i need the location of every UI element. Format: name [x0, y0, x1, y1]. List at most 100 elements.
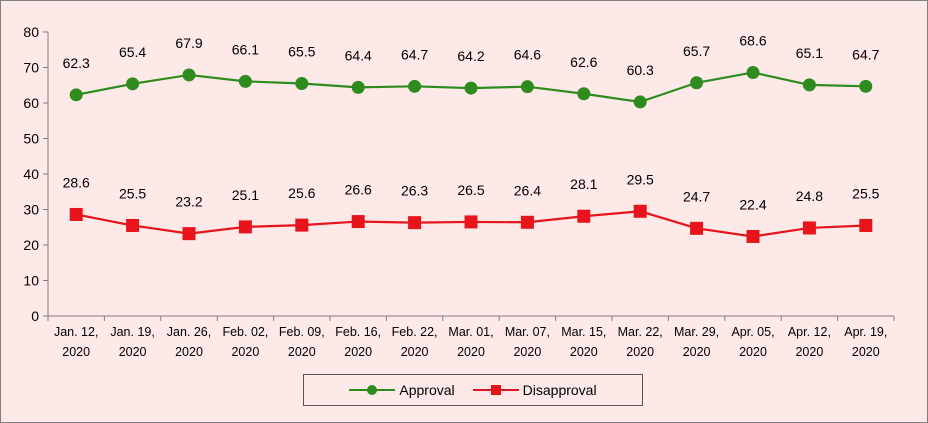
data-point-disapproval: [408, 216, 422, 230]
legend-marker-approval: [349, 385, 396, 395]
data-label-disapproval: 24.7: [683, 188, 710, 204]
data-label-disapproval: 23.2: [175, 194, 202, 210]
y-tick-label: 10: [23, 273, 39, 289]
x-tick-label: Apr. 05,: [731, 325, 774, 339]
x-tick-label-year: 2020: [231, 345, 259, 359]
data-label-disapproval: 25.5: [119, 185, 146, 201]
x-tick-label-year: 2020: [288, 345, 316, 359]
data-point-disapproval: [238, 220, 252, 234]
legend-marker-disapproval: [472, 385, 519, 395]
data-label-disapproval: 28.6: [63, 174, 90, 190]
data-point-disapproval: [520, 215, 534, 229]
data-point-approval: [182, 68, 196, 82]
data-point-disapproval: [859, 218, 873, 232]
x-tick-label-year: 2020: [513, 345, 541, 359]
legend: Approval Disapproval: [303, 374, 643, 406]
x-tick-label: Feb. 02,: [222, 325, 268, 339]
x-tick-label-year: 2020: [852, 345, 880, 359]
data-label-approval: 62.6: [570, 54, 597, 70]
data-label-disapproval: 28.1: [570, 176, 597, 192]
x-tick-label-year: 2020: [401, 345, 429, 359]
data-point-disapproval: [577, 209, 591, 223]
data-point-disapproval: [802, 221, 816, 235]
legend-item-approval: Approval: [349, 382, 455, 398]
data-label-approval: 62.3: [63, 55, 90, 71]
y-tick-label: 60: [23, 95, 39, 111]
data-point-disapproval: [295, 218, 309, 232]
y-tick-label: 20: [23, 237, 39, 253]
data-label-approval: 64.7: [852, 46, 879, 62]
data-point-approval: [69, 88, 83, 102]
data-point-approval: [464, 81, 478, 95]
data-label-disapproval: 26.4: [514, 182, 541, 198]
data-point-approval: [802, 78, 816, 92]
x-tick-label: Mar. 29,: [674, 325, 719, 339]
y-tick-label: 30: [23, 202, 39, 218]
data-point-disapproval: [690, 221, 704, 235]
x-tick-label-year: 2020: [626, 345, 654, 359]
y-tick-label: 40: [23, 166, 39, 182]
x-tick-label: Feb. 09,: [279, 325, 325, 339]
y-tick-label: 50: [23, 131, 39, 147]
x-tick-label-year: 2020: [570, 345, 598, 359]
data-label-disapproval: 24.8: [796, 188, 823, 204]
data-point-disapproval: [746, 229, 760, 243]
data-label-approval: 65.1: [796, 45, 823, 61]
y-tick-label: 70: [23, 60, 39, 76]
data-label-approval: 60.3: [627, 62, 654, 78]
y-tick-label: 80: [23, 24, 39, 40]
data-point-approval: [520, 80, 534, 94]
data-label-disapproval: 25.6: [288, 185, 315, 201]
data-label-approval: 65.7: [683, 43, 710, 59]
data-label-disapproval: 26.6: [345, 182, 372, 198]
data-label-approval: 64.7: [401, 46, 428, 62]
x-tick-label-year: 2020: [739, 345, 767, 359]
data-point-approval: [690, 76, 704, 90]
x-tick-label: Mar. 01,: [448, 325, 493, 339]
x-tick-label: Mar. 15,: [561, 325, 606, 339]
y-tick-label: 0: [31, 308, 39, 324]
x-tick-label: Mar. 22,: [618, 325, 663, 339]
legend-item-disapproval: Disapproval: [472, 382, 597, 398]
data-label-approval: 68.6: [739, 32, 766, 48]
x-tick-label-year: 2020: [62, 345, 90, 359]
x-tick-label-year: 2020: [457, 345, 485, 359]
x-tick-label-year: 2020: [119, 345, 147, 359]
data-label-approval: 64.6: [514, 47, 541, 63]
x-tick-label: Apr. 12,: [788, 325, 831, 339]
data-point-approval: [633, 95, 647, 109]
x-tick-label: Jan. 12,: [54, 325, 98, 339]
x-tick-label-year: 2020: [344, 345, 372, 359]
data-label-approval: 64.4: [345, 47, 372, 63]
data-point-disapproval: [351, 215, 365, 229]
data-point-disapproval: [126, 218, 140, 232]
data-point-disapproval: [69, 207, 83, 221]
data-point-approval: [859, 79, 873, 93]
data-point-approval: [238, 74, 252, 88]
x-tick-label: Feb. 22,: [392, 325, 438, 339]
data-point-approval: [126, 77, 140, 91]
data-label-approval: 64.2: [457, 48, 484, 64]
x-tick-label: Feb. 16,: [335, 325, 381, 339]
data-label-approval: 65.4: [119, 44, 146, 60]
x-tick-label-year: 2020: [175, 345, 203, 359]
data-label-approval: 67.9: [175, 35, 202, 51]
data-point-disapproval: [633, 204, 647, 218]
x-tick-label-year: 2020: [683, 345, 711, 359]
data-point-approval: [577, 87, 591, 101]
data-label-disapproval: 29.5: [627, 171, 654, 187]
data-label-disapproval: 26.3: [401, 183, 428, 199]
data-point-disapproval: [182, 227, 196, 241]
legend-label-disapproval: Disapproval: [522, 382, 597, 398]
data-label-disapproval: 25.5: [852, 185, 879, 201]
x-tick-label-year: 2020: [795, 345, 823, 359]
data-label-disapproval: 26.5: [457, 182, 484, 198]
data-label-approval: 66.1: [232, 41, 259, 57]
x-tick-label: Jan. 26,: [167, 325, 211, 339]
data-point-approval: [746, 65, 760, 79]
data-label-disapproval: 25.1: [232, 187, 259, 203]
x-tick-label: Mar. 07,: [505, 325, 550, 339]
x-tick-label: Apr. 19,: [844, 325, 887, 339]
data-label-disapproval: 22.4: [739, 196, 766, 212]
